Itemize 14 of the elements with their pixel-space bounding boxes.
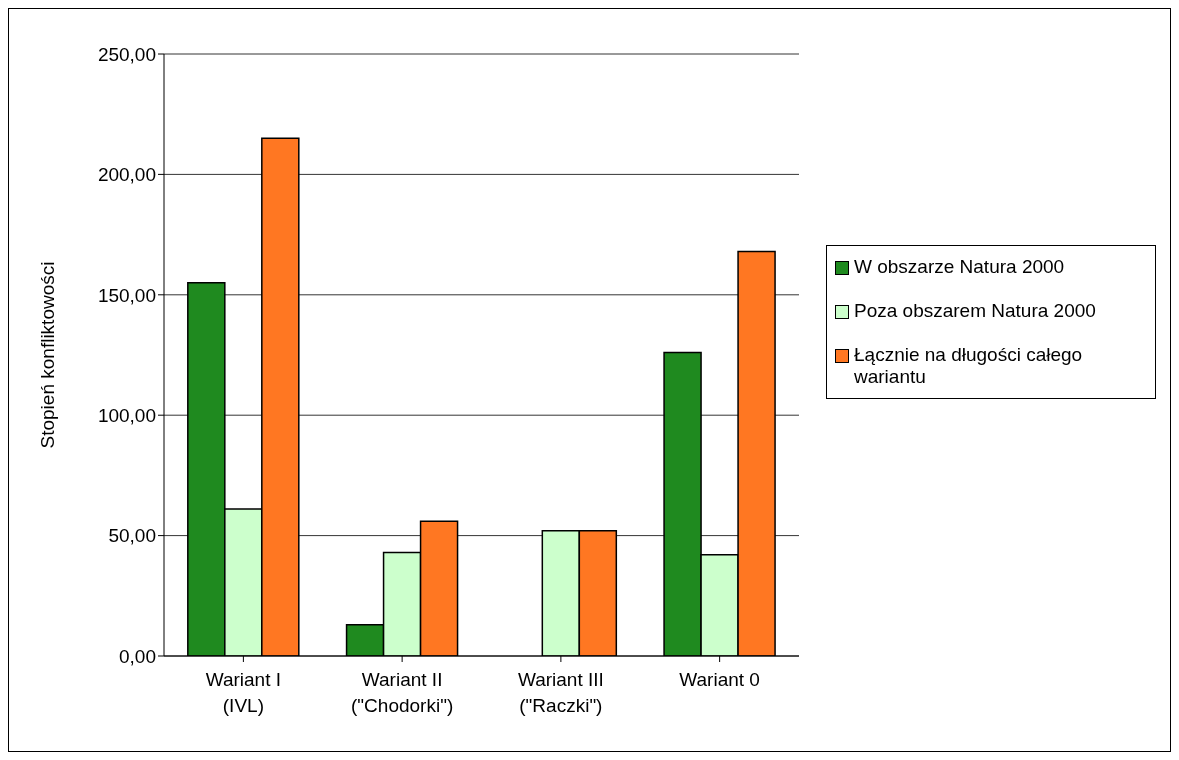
x-tick-label: Wariant III ("Raczki") (517, 669, 604, 716)
x-tick-label: Wariant I (IVL) (205, 669, 282, 716)
y-tick-label: 250,00 (97, 43, 156, 65)
y-tick-label: 0,00 (119, 645, 156, 667)
legend-label: Łącznie na długości całego wariantu (854, 344, 1084, 388)
legend-label: Poza obszarem Natura 2000 (854, 300, 1096, 322)
y-tick-label: 150,00 (97, 284, 156, 306)
y-tick-label: 50,00 (108, 525, 156, 547)
legend-label: W obszarze Natura 2000 (854, 256, 1065, 278)
x-tick-label: Wariant II ("Chodorki") (351, 669, 454, 716)
y-tick-label: 200,00 (97, 164, 156, 186)
y-tick-label: 100,00 (97, 404, 156, 426)
x-tick-label: Wariant 0 (679, 669, 760, 690)
y-axis-title: Stopień konfliktowości (36, 261, 58, 449)
